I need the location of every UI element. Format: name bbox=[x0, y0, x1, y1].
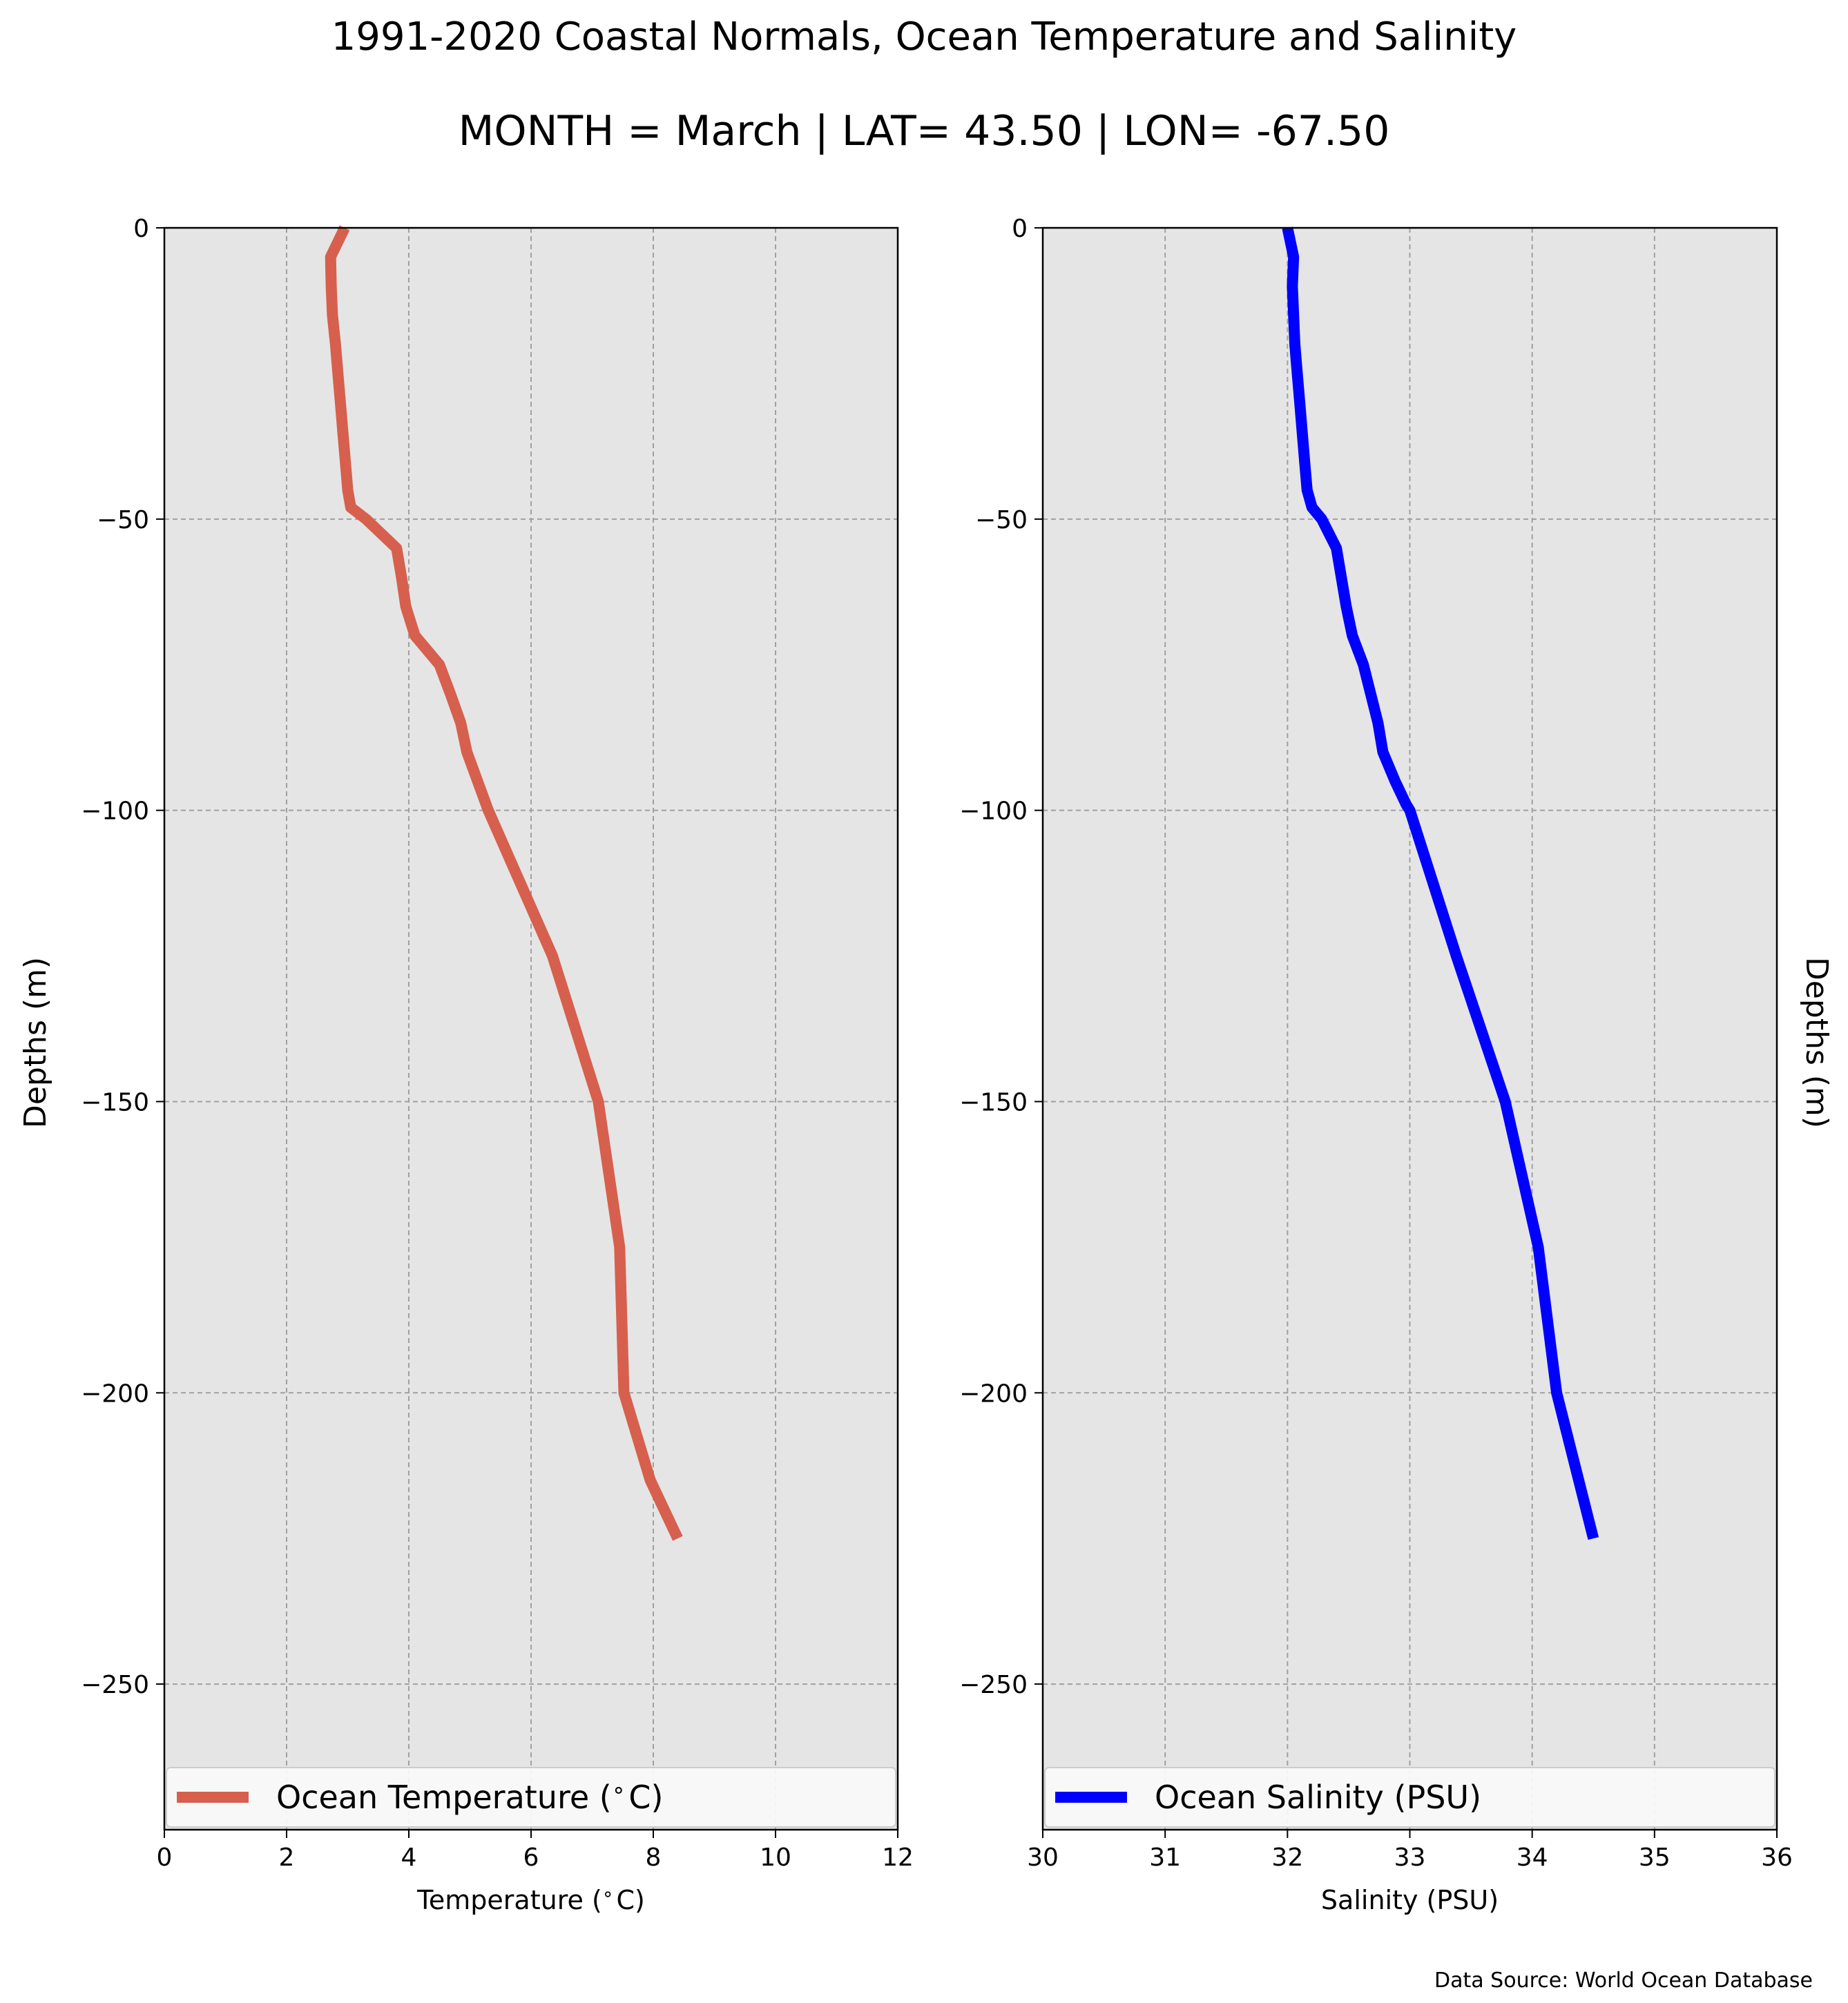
y-tick-label: −200 bbox=[81, 1380, 149, 1408]
legend-label: Ocean Salinity (PSU) bbox=[1155, 1779, 1481, 1816]
x-tick-label: 12 bbox=[882, 1844, 914, 1872]
legend-label: Ocean Temperature (∘ C) bbox=[276, 1777, 663, 1816]
plot-frame bbox=[163, 226, 899, 1831]
x-tick-label: 8 bbox=[646, 1844, 662, 1872]
x-tick-label: 34 bbox=[1517, 1844, 1548, 1872]
x-tick-label: 32 bbox=[1271, 1844, 1303, 1872]
legend-box bbox=[1044, 1767, 1775, 1828]
legend-box bbox=[166, 1767, 896, 1828]
y-tick-label: −50 bbox=[975, 506, 1028, 534]
x-tick-label: 6 bbox=[523, 1844, 539, 1872]
x-tick-label: 36 bbox=[1761, 1844, 1793, 1872]
y-tick-label: −250 bbox=[959, 1671, 1028, 1699]
legend: Ocean Salinity (PSU) bbox=[1044, 1767, 1775, 1828]
y-tick-label: −200 bbox=[959, 1380, 1028, 1408]
x-tick-label: 2 bbox=[279, 1844, 295, 1872]
y-axis-label: Depths (m) bbox=[18, 957, 53, 1128]
x-axis-label: Temperature (∘ C) bbox=[416, 1884, 645, 1915]
x-tick-label: 33 bbox=[1394, 1844, 1426, 1872]
temperature-line bbox=[325, 225, 683, 1541]
legend: Ocean Temperature (∘ C) bbox=[166, 1767, 896, 1828]
y-tick-label: −150 bbox=[959, 1088, 1028, 1116]
figure-subtitle: MONTH = March | LAT= 43.50 | LON= -67.50 bbox=[459, 107, 1390, 155]
figure-title: 1991-2020 Coastal Normals, Ocean Tempera… bbox=[331, 14, 1517, 59]
y-tick-label: −100 bbox=[959, 797, 1028, 826]
x-tick-label: 35 bbox=[1639, 1844, 1671, 1872]
y-tick-label: 0 bbox=[1012, 215, 1028, 243]
y-tick-label: −250 bbox=[81, 1671, 149, 1699]
x-tick-label: 10 bbox=[760, 1844, 791, 1872]
y-tick-label: −50 bbox=[97, 506, 149, 534]
y-tick-label: −150 bbox=[81, 1088, 149, 1116]
salinity-line bbox=[1282, 226, 1599, 1540]
x-axis-label: Salinity (PSU) bbox=[1321, 1885, 1499, 1915]
data-source-note: Data Source: World Ocean Database bbox=[1434, 1968, 1813, 1993]
y-tick-label: −100 bbox=[81, 797, 149, 826]
x-tick-label: 4 bbox=[401, 1844, 417, 1872]
temperature-panel: 0 2 4 6 8 10 12 0 −50 −100 −150 −200 −250 Ocean Tempe… bbox=[18, 215, 914, 1915]
x-tick-label: 0 bbox=[157, 1844, 173, 1872]
plot-frame bbox=[1041, 226, 1778, 1831]
x-tick-label: 30 bbox=[1027, 1844, 1059, 1872]
x-tick-label: 31 bbox=[1149, 1844, 1181, 1872]
salinity-panel: 30 31 32 33 34 35 36 0 −50 −100 −150 −200 −250 Ocean … bbox=[959, 215, 1834, 1915]
y-tick-label: 0 bbox=[133, 215, 149, 243]
y-axis-label: Depths (m) bbox=[1799, 957, 1834, 1128]
